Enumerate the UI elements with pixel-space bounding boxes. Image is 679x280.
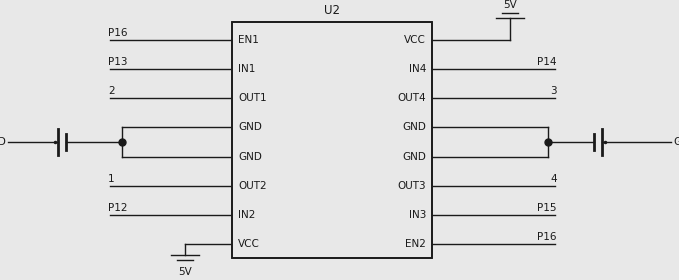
Text: IN3: IN3 (409, 210, 426, 220)
Bar (232, 22, 432, 258)
Text: OUT2: OUT2 (238, 181, 267, 191)
Text: GND: GND (238, 122, 262, 132)
Text: OUT3: OUT3 (397, 181, 426, 191)
Text: GND: GND (673, 137, 679, 147)
Text: GND: GND (238, 151, 262, 162)
Text: 5V: 5V (178, 267, 192, 277)
Text: P12: P12 (108, 203, 128, 213)
Text: P13: P13 (108, 57, 128, 67)
Text: GND: GND (402, 122, 426, 132)
Text: VCC: VCC (404, 35, 426, 45)
Text: P16: P16 (108, 28, 128, 38)
Text: P16: P16 (538, 232, 557, 242)
Text: GND: GND (402, 151, 426, 162)
Text: P15: P15 (538, 203, 557, 213)
Text: 4: 4 (551, 174, 557, 184)
Text: IN4: IN4 (409, 64, 426, 74)
Text: VCC: VCC (238, 239, 260, 249)
Text: 5V: 5V (503, 0, 517, 10)
Text: 3: 3 (551, 86, 557, 96)
Text: 1: 1 (108, 174, 115, 184)
Text: IN1: IN1 (238, 64, 255, 74)
Text: EN2: EN2 (405, 239, 426, 249)
Text: 2: 2 (108, 86, 115, 96)
Text: P14: P14 (538, 57, 557, 67)
Text: EN1: EN1 (238, 35, 259, 45)
Text: GND: GND (0, 137, 6, 147)
Text: U2: U2 (324, 4, 340, 17)
Text: OUT1: OUT1 (238, 93, 267, 103)
Text: OUT4: OUT4 (397, 93, 426, 103)
Bar (232, 22, 432, 258)
Text: IN2: IN2 (238, 210, 255, 220)
